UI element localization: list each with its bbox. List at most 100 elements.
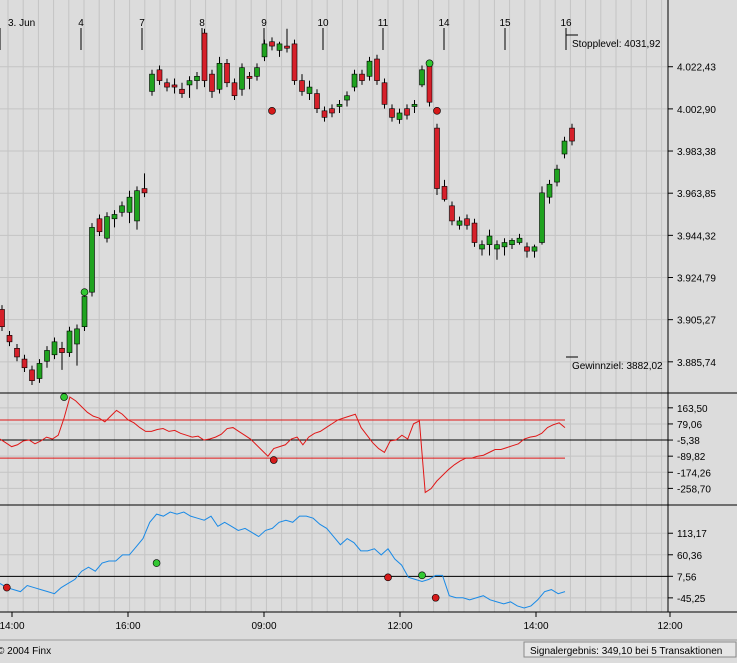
indicator2-tick-label: 60,36 [677, 551, 702, 562]
candle-body [351, 73, 358, 88]
candle-body [434, 127, 440, 189]
copyright-text: © 2004 Finx [0, 646, 51, 657]
candle-body [261, 43, 268, 58]
candle-body [126, 196, 133, 213]
candle-body [374, 58, 380, 81]
candle-body [479, 244, 485, 250]
candle-body [231, 82, 238, 97]
indicator1-tick-label: 163,50 [677, 404, 708, 415]
candle-body [276, 43, 283, 51]
indicator1-signal-dot [269, 456, 278, 464]
candle-body [321, 110, 328, 118]
candle-body [531, 246, 538, 252]
indicator1-tick-label: -5,38 [677, 436, 700, 447]
signal-result-text: Signalergebnis: 349,10 bei 5 Transaktion… [530, 646, 722, 657]
candle-body [366, 60, 373, 77]
indicator1-y-axis: 163,50 79,06 -5,38 -89,82 -174,26 -258,70 [668, 404, 711, 495]
indicator1-tick-label: -258,70 [677, 484, 711, 495]
price-y-axis: 4.022,43 4.002,90 3.983,38 3.963,85 3.944,32… [668, 63, 716, 369]
price-signals [80, 59, 441, 296]
candle-body [546, 183, 553, 198]
candle-body [74, 328, 80, 345]
indicator2-tick-label: 113,17 [677, 529, 707, 540]
price-signal-dot [80, 288, 89, 296]
price-signal-dot [268, 107, 276, 115]
indicator1-tick-label: 79,06 [677, 420, 702, 431]
price-tick-label: 3.905,27 [677, 316, 716, 327]
x-tick-label: 14:00 [523, 621, 548, 632]
candle-body [36, 363, 43, 379]
candle-body [494, 244, 500, 250]
candle-body [501, 242, 508, 248]
price-tick-label: 3.885,74 [677, 358, 716, 369]
candle-body [119, 205, 125, 213]
candle-body [254, 67, 260, 77]
indicator1-line [0, 396, 566, 494]
candle-body [194, 75, 200, 81]
candle-body [306, 86, 313, 94]
candle-body [96, 218, 103, 233]
indicator1-tick-label: -89,82 [677, 452, 706, 463]
x-tick-label: 14:00 [0, 621, 25, 632]
day-label: 11 [378, 18, 389, 29]
candle-body [239, 67, 245, 90]
day-label: 9 [261, 18, 267, 29]
candle-body [486, 235, 493, 245]
x-tick-label: 16:00 [115, 621, 140, 632]
candle-body [171, 84, 178, 88]
indicator1-signals [60, 393, 278, 464]
candle-body [179, 88, 185, 94]
candle-body [89, 227, 95, 293]
indicator2-line [0, 511, 566, 609]
candle-body [291, 43, 298, 81]
candle-body [524, 246, 530, 252]
candle-body [561, 140, 568, 155]
candle-body [6, 335, 13, 343]
candle-body [516, 237, 523, 243]
day-label: 16 [560, 18, 572, 29]
candle-body [554, 168, 560, 183]
candle-body [449, 205, 455, 222]
candle-body [51, 341, 58, 356]
candle-body [44, 350, 50, 362]
candle-body [29, 369, 35, 381]
candle-body [344, 95, 350, 101]
profit-target-label: Gewinnziel: 3882,02 [572, 361, 663, 372]
candle-body [216, 63, 223, 90]
price-tick-label: 4.022,43 [677, 63, 716, 74]
candle-body [149, 73, 155, 92]
day-label: 3. Jun [8, 18, 35, 29]
x-tick-label: 12:00 [657, 621, 682, 632]
candle-body [509, 240, 515, 245]
price-tick-label: 3.924,79 [677, 274, 716, 285]
time-x-axis: 14:00 16:00 09:00 12:00 14:00 12:00 [0, 612, 683, 632]
candle-body [164, 82, 170, 88]
candle-body [569, 127, 575, 142]
candle-body [141, 188, 148, 194]
candle-body [396, 112, 403, 120]
candle-body [411, 104, 418, 107]
day-label: 7 [139, 18, 145, 29]
candle-body [299, 80, 305, 92]
result-box [523, 641, 737, 658]
candle-body [0, 309, 5, 328]
candle-body [389, 108, 395, 118]
candle-body [201, 32, 208, 81]
candle-body [21, 358, 28, 369]
candle-body [224, 63, 230, 84]
indicator1-signal-dot [60, 393, 68, 401]
candle-body [246, 75, 253, 79]
candle-body [284, 45, 290, 49]
candle-body [104, 216, 110, 239]
candle-body [464, 218, 470, 226]
indicator2-signal-dot [152, 559, 161, 567]
candle-body [426, 65, 433, 103]
price-tick-label: 3.963,85 [677, 189, 716, 200]
indicator2-y-axis: 113,17 60,36 7,56 -45,25 [668, 529, 707, 605]
price-tick-label: 4.002,90 [677, 105, 716, 116]
candle-body [314, 93, 320, 109]
candle-body [186, 80, 193, 86]
candle-body [441, 186, 448, 200]
